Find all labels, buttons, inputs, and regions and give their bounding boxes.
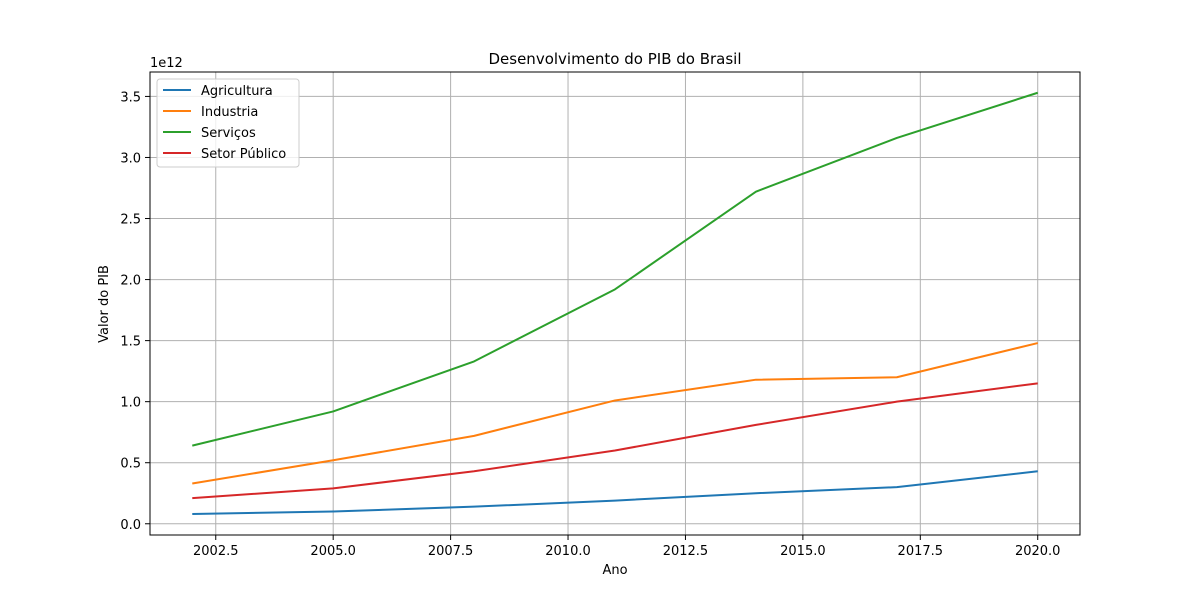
legend: Agricultura Industria Serviços Setor Públic… — [156, 78, 300, 168]
x-axis-ticks: 2002.5 2005.0 2007.5 2010.0 2012.5 2015.0 2017… — [193, 535, 1060, 559]
y-tick-label: 1.5 — [120, 335, 141, 350]
x-tick-label: 2020.0 — [1015, 544, 1061, 559]
series-line-agricultura — [192, 470, 1038, 515]
axes-frame — [149, 71, 1081, 536]
y-tick-label: 1.0 — [120, 396, 141, 411]
x-tick-label: 2007.5 — [428, 544, 474, 559]
legend-label-setor-publico: Setor Público — [201, 147, 286, 162]
y-axis-ticks: 0.0 0.5 1.0 1.5 2.0 2.5 3.0 3.5 — [120, 90, 150, 533]
x-tick-label: 2012.5 — [663, 544, 709, 559]
y-tick-label: 0.0 — [120, 518, 141, 533]
y-axis-offset-label: 1e12 — [150, 56, 183, 71]
legend-label-servicos: Serviços — [201, 126, 256, 141]
y-tick-label: 3.5 — [120, 90, 141, 105]
series-lines — [192, 91, 1039, 515]
y-tick-label: 0.5 — [120, 457, 141, 472]
legend-label-industria: Industria — [201, 105, 258, 120]
x-tick-label: 2010.0 — [545, 544, 591, 559]
x-axis-label: Ano — [602, 563, 627, 578]
series-line-setor-publico — [192, 382, 1038, 500]
y-tick-label: 2.0 — [120, 274, 141, 289]
chart-title: Desenvolvimento do PIB do Brasil — [488, 50, 741, 68]
x-tick-label: 2005.0 — [310, 544, 356, 559]
x-tick-label: 2002.5 — [193, 544, 239, 559]
legend-box — [156, 78, 300, 168]
series-line-industria — [192, 342, 1038, 485]
legend-label-agricultura: Agricultura — [201, 84, 273, 99]
y-tick-label: 2.5 — [120, 213, 141, 228]
y-tick-label: 3.0 — [120, 151, 141, 166]
series-line-servicos — [192, 91, 1039, 447]
y-axis-label: Valor do PIB — [97, 265, 112, 343]
x-tick-label: 2017.5 — [898, 544, 944, 559]
x-tick-label: 2015.0 — [780, 544, 826, 559]
grid — [150, 72, 1080, 535]
